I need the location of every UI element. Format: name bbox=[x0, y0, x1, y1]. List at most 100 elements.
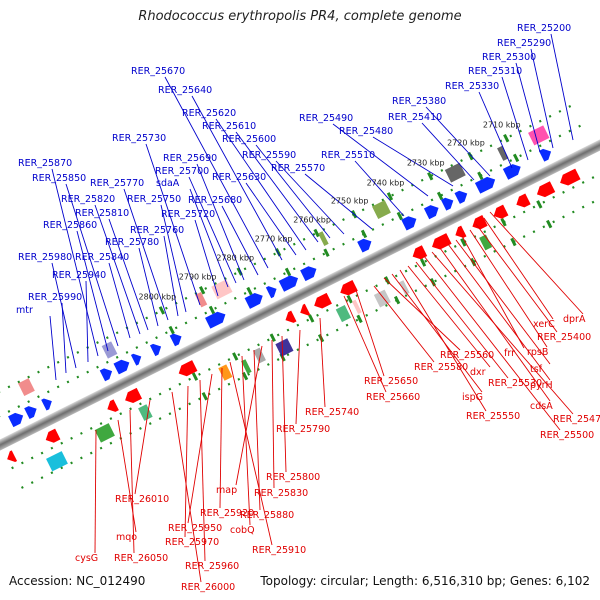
forward-label-leader bbox=[65, 183, 119, 347]
forward-gene-label: sdaA bbox=[156, 178, 180, 189]
forward-label-leader bbox=[138, 247, 159, 327]
reverse-gene-label: RER_26050 bbox=[114, 553, 168, 564]
scale-tick bbox=[241, 371, 249, 381]
forward-gene-label: RER_25570 bbox=[271, 163, 325, 174]
reverse-label-leader bbox=[219, 367, 223, 509]
feature-block bbox=[138, 404, 153, 421]
forward-gene-arrow bbox=[474, 176, 496, 194]
reverse-label-leader bbox=[295, 329, 301, 425]
scale-tick bbox=[199, 286, 206, 295]
forward-label-leader bbox=[108, 218, 149, 331]
forward-gene-label: RER_25640 bbox=[158, 85, 212, 96]
scale-tick-label: 2760 kbp bbox=[293, 215, 331, 224]
forward-label-leader bbox=[221, 205, 259, 276]
forward-gene-label: RER_25820 bbox=[61, 194, 115, 205]
forward-label-leader bbox=[515, 62, 541, 153]
reverse-gene-arrow bbox=[178, 360, 198, 377]
feature-block bbox=[528, 125, 550, 146]
forward-gene-arrow bbox=[24, 406, 37, 420]
feature-block bbox=[241, 359, 252, 374]
forward-gene-arrow bbox=[454, 190, 468, 204]
scale-tick-label: 2750 kbp bbox=[331, 197, 369, 206]
scale-tick bbox=[158, 306, 166, 315]
forward-label-leader bbox=[49, 315, 57, 381]
forward-gene-label: RER_25490 bbox=[299, 113, 353, 124]
reverse-gene-label: RER_25960 bbox=[185, 561, 239, 572]
reverse-label-leader bbox=[489, 211, 584, 315]
forward-gene-arrow bbox=[538, 148, 552, 162]
forward-gene-label: RER_25330 bbox=[445, 81, 499, 92]
reverse-label-leader bbox=[407, 265, 491, 368]
reverse-gene-arrow bbox=[300, 303, 311, 316]
reverse-gene-label: cobQ bbox=[230, 525, 255, 536]
feature-block bbox=[195, 291, 208, 308]
reverse-gene-label: dxr bbox=[470, 367, 486, 378]
scale-tick bbox=[346, 294, 353, 304]
reverse-label-leader bbox=[129, 409, 135, 554]
forward-gene-label: RER_25630 bbox=[212, 172, 266, 183]
feature-block bbox=[253, 347, 266, 364]
scale-tick bbox=[512, 153, 520, 163]
forward-gene-label: RER_25770 bbox=[90, 178, 144, 189]
scale-tick bbox=[308, 314, 315, 323]
reverse-label-leader bbox=[415, 261, 509, 379]
reverse-gene-label: RER_25800 bbox=[266, 472, 320, 483]
forward-gene-arrow bbox=[300, 266, 317, 282]
reverse-label-leader bbox=[483, 217, 554, 320]
reverse-label-leader bbox=[187, 373, 213, 524]
forward-gene-label: RER_25940 bbox=[52, 270, 106, 281]
scale-tick-label: 2710 kbp bbox=[483, 120, 521, 129]
reverse-gene-label: RER_25660 bbox=[366, 392, 420, 403]
forward-label-leader bbox=[421, 122, 475, 181]
reverse-gene-arrow bbox=[285, 310, 297, 323]
feature-block bbox=[398, 280, 410, 295]
scale-tick-label: 2730 kbp bbox=[407, 158, 445, 167]
reverse-gene-label: xerC bbox=[533, 319, 555, 330]
feature-block bbox=[18, 378, 35, 396]
reverse-gene-arrow bbox=[493, 204, 509, 219]
scale-tick bbox=[284, 267, 292, 277]
reverse-label-leader bbox=[383, 277, 461, 351]
forward-label-leader bbox=[145, 143, 201, 306]
scale-tick bbox=[460, 238, 467, 247]
scale-tick bbox=[546, 219, 553, 229]
reverse-gene-arrow bbox=[125, 387, 143, 404]
forward-gene-label: RER_25720 bbox=[161, 209, 215, 220]
reverse-label-leader bbox=[184, 385, 189, 538]
scale-tick bbox=[427, 171, 434, 181]
reverse-gene-arrow bbox=[560, 168, 581, 186]
forward-label-leader bbox=[51, 262, 77, 369]
reverse-label-leader bbox=[431, 251, 574, 415]
reverse-label-leader bbox=[241, 355, 251, 526]
forward-gene-label: RER_25850 bbox=[32, 173, 86, 184]
forward-label-leader bbox=[85, 280, 89, 363]
forward-label-leader bbox=[332, 123, 429, 197]
forward-gene-arrow bbox=[130, 353, 142, 366]
forward-gene-arrow bbox=[99, 368, 113, 382]
feature-tracks bbox=[0, 101, 600, 489]
scale-tick bbox=[393, 295, 401, 305]
feature-block bbox=[211, 279, 233, 300]
reverse-gene-label: RER_25920 bbox=[200, 508, 254, 519]
gene-labels: RER_25200 RER_25290 RER_25300 RER_25310 RER_… bbox=[16, 23, 600, 593]
topology-text: Topology: circular; Length: 6,516,310 bp… bbox=[260, 574, 590, 588]
forward-gene-label: RER_25760 bbox=[130, 225, 184, 236]
genome-backbone bbox=[0, 136, 600, 454]
scale-tick bbox=[386, 192, 394, 201]
scale-tick bbox=[269, 333, 276, 342]
forward-gene-arrow bbox=[8, 412, 24, 428]
scale-tick-label: 2740 kbp bbox=[367, 179, 405, 188]
reverse-gene-arrow bbox=[107, 399, 119, 412]
forward-gene-label: RER_25780 bbox=[105, 237, 159, 248]
reverse-label-leader bbox=[94, 429, 97, 554]
forward-label-leader bbox=[164, 76, 269, 269]
reverse-gene-label: frr bbox=[504, 348, 515, 359]
forward-label-leader bbox=[123, 188, 169, 321]
reverse-label-leader bbox=[355, 289, 385, 377]
forward-label-leader bbox=[501, 76, 529, 161]
forward-gene-label: RER_25810 bbox=[75, 208, 129, 219]
reverse-gene-arrow bbox=[516, 193, 531, 208]
forward-gene-label: RER_25620 bbox=[182, 108, 236, 119]
feature-block bbox=[444, 162, 466, 183]
